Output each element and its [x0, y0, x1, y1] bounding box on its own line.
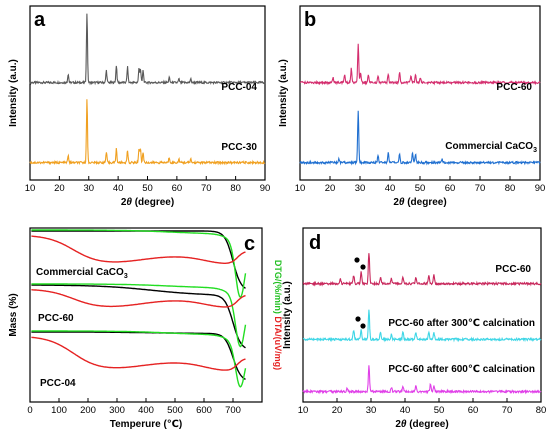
x-tick-label: 80	[536, 405, 547, 416]
mass-curve	[31, 284, 246, 349]
series-line-1	[29, 99, 266, 166]
phase-dot	[360, 323, 366, 329]
panel-b-letter: b	[304, 9, 316, 31]
x-axis-label: Temperure (℃)	[110, 419, 183, 430]
x-tick-label: 50	[434, 405, 445, 416]
y-axis-label: Intensity (a.u.)	[282, 281, 293, 349]
x-tick-label: 700	[225, 405, 241, 416]
frame-a	[29, 5, 266, 181]
x-tick-label: 500	[167, 405, 183, 416]
x-tick-label: 60	[468, 405, 479, 416]
x-tick-label: 30	[83, 183, 94, 194]
x-tick-label: 70	[502, 405, 513, 416]
x-tick-label: 70	[475, 183, 486, 194]
x-tick-label: 70	[201, 183, 212, 194]
series-label: PCC-30	[221, 142, 257, 153]
x-tick-label: 60	[445, 183, 456, 194]
series-label: PCC-04	[221, 82, 257, 93]
series-label: Commercial CaCO3	[445, 141, 537, 154]
x-tick-label: 60	[172, 183, 183, 194]
dtg-curve	[31, 283, 247, 348]
panel-c-letter: c	[244, 233, 255, 255]
phase-dot	[355, 316, 361, 322]
y-axis-label: Intensity (a.u.)	[8, 59, 19, 127]
series-line-0	[29, 13, 266, 86]
x-tick-label: 200	[80, 405, 96, 416]
frame-b	[299, 5, 541, 181]
x-tick-label: 0	[27, 405, 32, 416]
series-label: PCC-60	[496, 82, 532, 93]
panel-a-letter: a	[34, 9, 46, 31]
x-axis-label: 2θ (degree)	[393, 197, 446, 208]
dta-curve	[31, 336, 246, 371]
series-line-0	[299, 43, 541, 86]
phase-dot	[360, 264, 366, 270]
x-tick-label: 40	[400, 405, 411, 416]
dtg-curve	[31, 229, 247, 299]
x-tick-label: 20	[332, 405, 343, 416]
group-label: PCC-60	[38, 313, 74, 324]
mass-curve	[31, 331, 246, 380]
x-tick-label: 50	[142, 183, 153, 194]
dta-curve	[31, 235, 246, 264]
x-tick-label: 80	[505, 183, 516, 194]
panel-b-badge	[301, 7, 321, 31]
x-tick-label: 80	[230, 183, 241, 194]
group-label: Commercial CaCO3	[36, 267, 128, 280]
dta-curve	[31, 289, 246, 308]
y-axis-right-label: DTG/(%/min) DTA/(uV/mg)	[273, 260, 283, 370]
y-axis-label: Intensity (a.u.)	[278, 59, 289, 127]
x-tick-label: 100	[51, 405, 67, 416]
y-axis-label: Mass (%)	[8, 293, 19, 336]
x-tick-label: 30	[355, 183, 366, 194]
x-axis-label: 2θ (degree)	[395, 419, 448, 430]
x-tick-label: 50	[415, 183, 426, 194]
x-tick-label: 600	[196, 405, 212, 416]
x-tick-label: 300	[109, 405, 125, 416]
x-tick-label: 40	[385, 183, 396, 194]
x-axis-label: 2θ (degree)	[121, 197, 174, 208]
x-tick-label: 20	[54, 183, 65, 194]
series-line-0	[302, 253, 542, 287]
x-tick-label: 90	[260, 183, 271, 194]
series-label: PCC-60	[495, 264, 531, 275]
x-tick-label: 40	[113, 183, 124, 194]
x-tick-label: 10	[298, 405, 309, 416]
dtg-curve	[31, 330, 247, 388]
series-label: PCC-60 after 600℃ calcination	[388, 364, 535, 375]
x-tick-label: 10	[295, 183, 306, 194]
x-tick-label: 20	[325, 183, 336, 194]
series-line-2	[302, 365, 542, 395]
x-tick-label: 10	[25, 183, 36, 194]
x-tick-label: 400	[138, 405, 154, 416]
series-line-1	[302, 309, 542, 343]
x-tick-label: 30	[366, 405, 377, 416]
panel-d-letter: d	[309, 232, 321, 254]
series-line-1	[299, 110, 541, 166]
group-label: PCC-04	[40, 378, 76, 389]
phase-dot	[354, 257, 360, 263]
frame-d	[302, 227, 542, 403]
series-label: PCC-60 after 300℃ calcination	[388, 318, 535, 329]
panel-a-badge	[31, 7, 51, 31]
x-tick-label: 90	[535, 183, 546, 194]
